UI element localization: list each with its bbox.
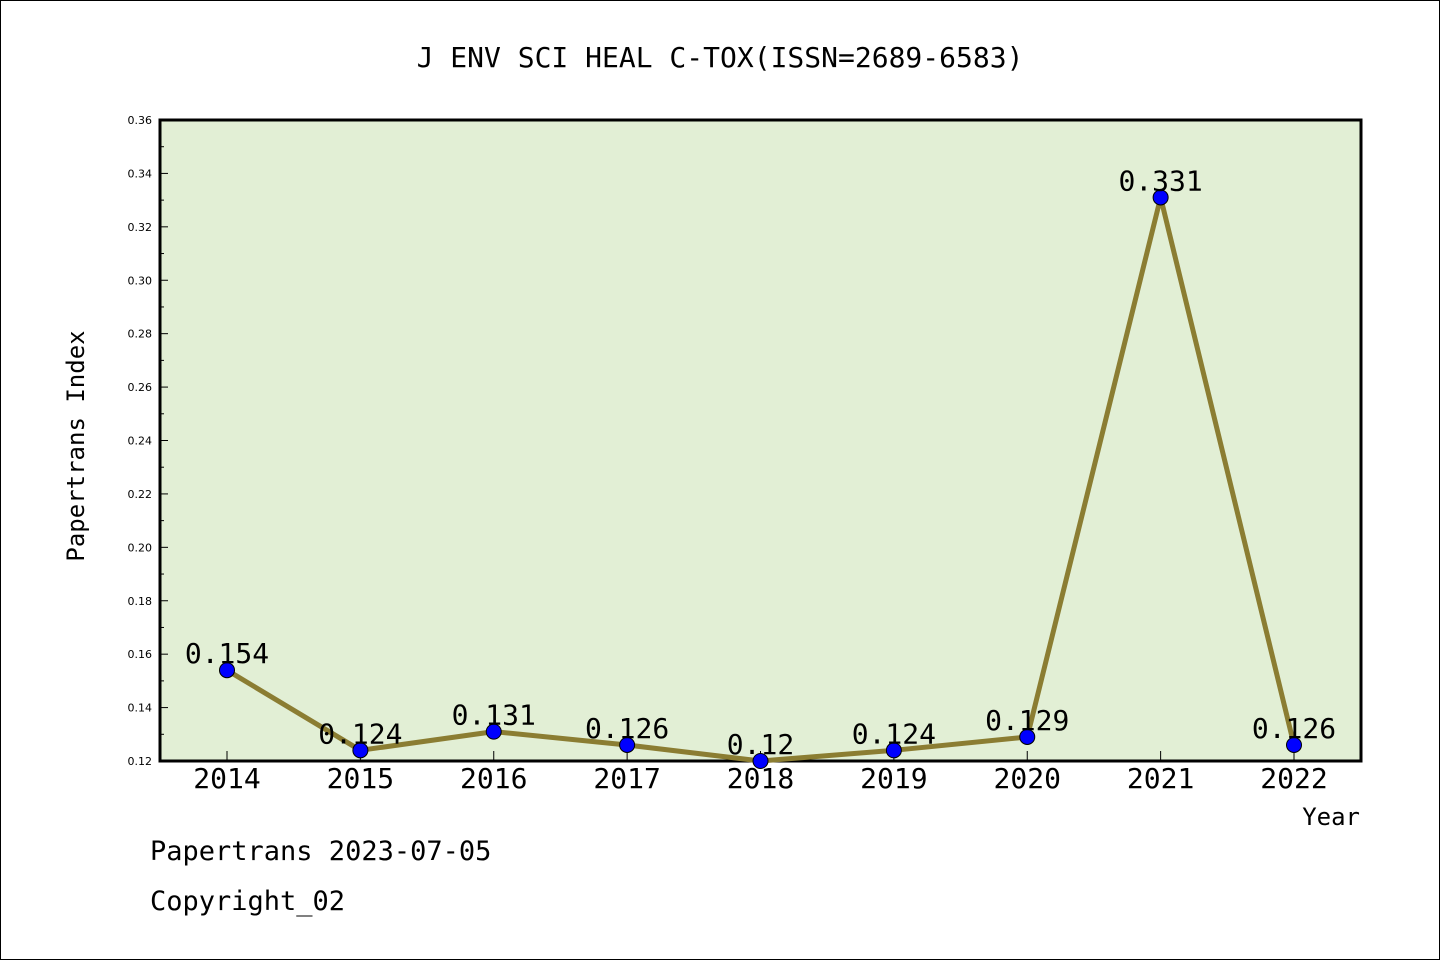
y-axis-label: Papertrans Index — [62, 330, 90, 561]
y-tick-label: 0.22 — [128, 488, 153, 501]
x-axis: 2014 2015 2016 2017 2018 2019 2020 2021 2022 — [193, 751, 1328, 795]
x-tick-label: 2021 — [1127, 762, 1194, 795]
data-point — [885, 742, 902, 759]
data-label: 0.124 — [318, 717, 402, 750]
y-tick-label: 0.34 — [128, 167, 153, 180]
y-tick-label: 0.16 — [128, 648, 153, 661]
plot-area — [158, 118, 1363, 763]
x-tick-label: 2014 — [193, 762, 260, 795]
y-tick-label: 0.26 — [128, 381, 153, 394]
x-tick-label: 2016 — [460, 762, 527, 795]
y-tick-label: 0.36 — [128, 114, 153, 127]
y-tick-label: 0.28 — [128, 328, 153, 341]
data-point — [219, 662, 235, 679]
data-label: 0.124 — [852, 717, 936, 750]
y-tick-label: 0.18 — [128, 595, 153, 608]
y-tick-label: 0.32 — [128, 221, 153, 234]
y-tick-label: 0.20 — [128, 541, 153, 554]
x-axis-label: Year — [1302, 803, 1360, 831]
data-label: 0.12 — [727, 728, 794, 761]
footer-date: Papertrans 2023-07-05 — [150, 836, 492, 867]
data-label: 0.331 — [1118, 164, 1202, 197]
x-tick-label: 2015 — [327, 762, 394, 795]
series: 0.154 0.124 0.131 0.126 0.12 0.124 0.129 0.331 0… — [185, 164, 1336, 769]
data-point — [485, 723, 502, 740]
data-point — [619, 736, 636, 753]
data-point — [1019, 728, 1036, 745]
x-tick-label: 2022 — [1260, 762, 1327, 795]
y-tick-label: 0.12 — [128, 755, 153, 768]
x-tick-label: 2017 — [593, 762, 660, 795]
footer-copyright: Copyright_02 — [150, 886, 346, 917]
data-label: 0.154 — [185, 637, 269, 670]
data-label: 0.126 — [585, 712, 669, 745]
y-axis: 0.12 0.14 0.16 0.18 0.20 0.22 0.24 0.26 0.28 0.30… — [128, 114, 168, 768]
data-point — [1286, 736, 1302, 753]
data-label: 0.126 — [1252, 712, 1336, 745]
y-tick-label: 0.30 — [128, 274, 153, 287]
x-tick-label: 2019 — [860, 762, 927, 795]
y-tick-label: 0.24 — [128, 435, 153, 448]
data-point — [1152, 189, 1169, 206]
x-tick-label: 2020 — [994, 762, 1061, 795]
data-point — [352, 742, 369, 759]
y-tick-label: 0.14 — [128, 702, 153, 715]
data-label: 0.129 — [985, 704, 1069, 737]
data-label: 0.131 — [452, 699, 536, 732]
data-point — [752, 753, 769, 769]
chart-title: J ENV SCI HEAL C-TOX(ISSN=2689-6583) — [417, 41, 1024, 74]
